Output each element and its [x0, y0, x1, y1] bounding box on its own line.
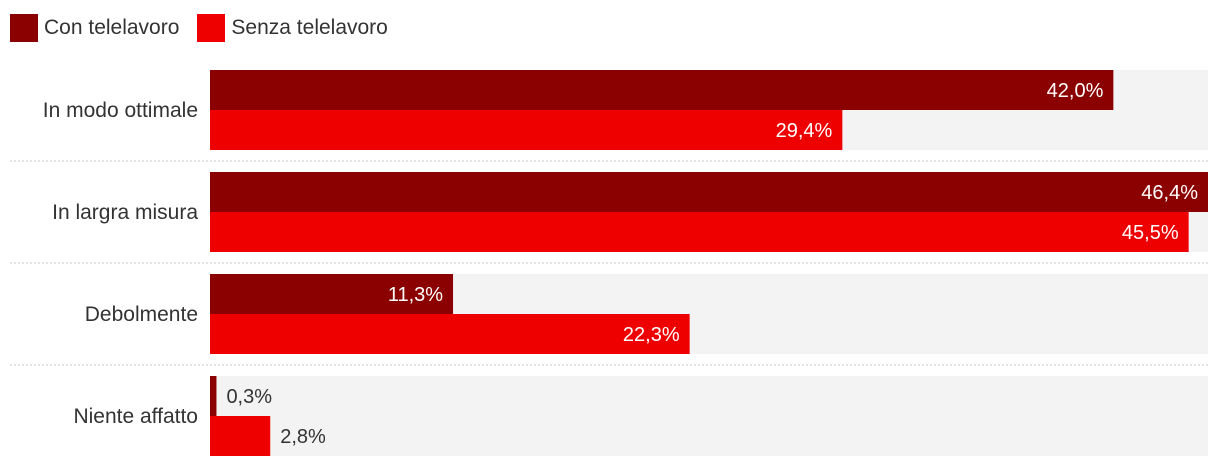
legend-label-senza-telelavoro: Senza telelavoro	[231, 16, 388, 39]
value-label-con-telelavoro-in-modo-ottimale: 42,0%	[1047, 80, 1104, 102]
value-label-con-telelavoro-niente-affatto: 0,3%	[226, 386, 272, 408]
legend-item-senza-telelavoro: Senza telelavoro	[197, 14, 388, 42]
bar-track-niente-affatto	[210, 376, 1208, 456]
category-label-niente-affatto: Niente affatto	[73, 405, 198, 428]
category-label-in-largra-misura: In largra misura	[52, 201, 198, 224]
bar-senza-telelavoro-niente-affatto	[210, 416, 271, 456]
legend-swatch-senza-telelavoro	[197, 14, 226, 42]
value-label-con-telelavoro-debolmente: 11,3%	[388, 284, 443, 306]
category-label-in-modo-ottimale: In modo ottimale	[43, 99, 198, 122]
category-label-debolmente: Debolmente	[85, 303, 198, 326]
value-label-senza-telelavoro-in-largra-misura: 45,5%	[1122, 222, 1179, 244]
legend-item-con-telelavoro: Con telelavoro	[10, 14, 179, 42]
value-label-senza-telelavoro-debolmente: 22,3%	[623, 324, 680, 346]
legend-swatch-con-telelavoro	[10, 14, 38, 42]
bar-con-telelavoro-in-largra-misura	[210, 172, 1208, 212]
value-label-senza-telelavoro-in-modo-ottimale: 29,4%	[776, 120, 833, 142]
value-label-senza-telelavoro-niente-affatto: 2,8%	[280, 426, 326, 448]
bar-senza-telelavoro-in-modo-ottimale	[210, 110, 843, 150]
bar-con-telelavoro-debolmente	[210, 274, 454, 314]
bar-senza-telelavoro-debolmente	[210, 314, 690, 354]
bar-senza-telelavoro-in-largra-misura	[210, 212, 1189, 252]
legend: Con telelavoro Senza telelavoro	[10, 14, 388, 42]
bar-con-telelavoro-niente-affatto	[210, 376, 217, 416]
legend-label-con-telelavoro: Con telelavoro	[44, 16, 180, 39]
value-label-con-telelavoro-in-largra-misura: 46,4%	[1141, 182, 1198, 204]
bar-con-telelavoro-in-modo-ottimale	[210, 70, 1114, 110]
